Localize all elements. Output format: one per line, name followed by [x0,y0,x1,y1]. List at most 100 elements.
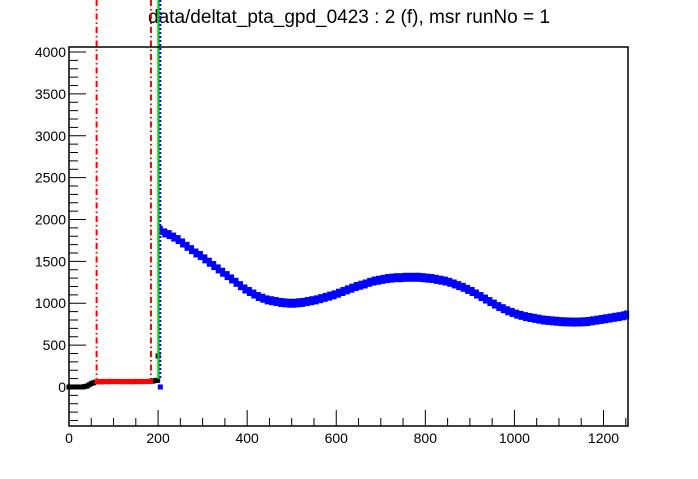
data-point [425,273,431,283]
data-point [500,304,506,314]
data-point [540,315,546,325]
data-point [255,292,261,302]
data-point [380,274,386,284]
data-point [518,310,524,320]
data-point [327,291,333,301]
x-tick-label: 800 [414,430,438,446]
data-point [624,310,630,320]
data-point [527,312,533,322]
y-tick-label: 3500 [35,86,66,102]
data-point [313,295,319,305]
data-point [335,288,341,298]
data-point [496,302,502,312]
data-point [175,235,181,245]
data-point [322,292,328,302]
data-point [474,289,480,299]
data-point [621,311,627,321]
data-point [487,297,493,307]
data-point [295,298,301,308]
data-point [469,287,475,297]
x-tick-label: 400 [235,430,259,446]
data-point [589,316,595,326]
data-point [237,281,243,291]
data-point [162,228,168,238]
y-tick-label: 2000 [35,212,66,228]
data-point [598,314,604,324]
data-point [157,225,163,235]
data-point [148,378,154,384]
data-point [273,297,279,307]
data-point [180,238,186,248]
data-point [402,272,408,282]
data-point [429,274,435,284]
data-point [482,294,488,304]
data-point [286,298,292,308]
data-point [229,274,235,284]
data-point [585,316,591,326]
data-point [202,254,208,264]
data-point [251,289,257,299]
y-tick-label: 500 [43,337,67,353]
data-point [478,292,484,302]
data-point [442,276,448,286]
data-point [536,314,542,324]
y-tick-label: 4000 [35,44,66,60]
data-point [220,267,226,277]
data-point [269,296,275,306]
data-point [505,306,511,316]
data-point [358,280,364,290]
x-tick-label: 200 [146,430,170,446]
data-point [282,298,288,308]
data-point [523,312,529,322]
data-point [367,277,373,287]
data-point [340,287,346,297]
data-point [411,272,417,282]
y-tick-label: 2500 [35,170,66,186]
data-point [572,317,578,327]
data-point [242,284,248,294]
data-point [166,230,172,240]
data-point [509,307,515,317]
data-point [491,299,497,309]
data-point [362,279,368,289]
data-point [264,295,270,305]
data-point [612,312,618,322]
data-point [260,293,266,303]
data-point [460,282,466,292]
data-point [309,296,315,306]
data-point [398,273,404,283]
y-tick-label: 3000 [35,128,66,144]
plot-frame [68,46,629,427]
data-point [558,317,564,327]
data-point [318,294,324,304]
data-point [304,297,310,307]
data-point [514,309,520,319]
vertical-markers [95,0,162,379]
y-tick-label: 1000 [35,295,66,311]
data-point [384,274,390,284]
data-point [407,272,413,282]
data-point [331,290,337,300]
data-point [554,316,560,326]
data-point [416,272,422,282]
data-point [393,273,399,283]
data-point [576,317,582,327]
data-point [233,277,239,287]
x-tick-label: 600 [325,430,349,446]
data-point [438,275,444,285]
data-point [607,313,613,323]
data-point [157,384,163,390]
axes: 0 200 400 600 800 1000 1200 0 500 1000 1500 2000 250… [35,44,627,446]
data-point [188,245,194,255]
data-point [451,279,457,289]
data-point [433,274,439,284]
x-tick-label: 0 [65,430,73,446]
data-point [353,281,359,291]
data-point [300,297,306,307]
x-tick-label: 1000 [499,430,530,446]
data-point [616,312,622,322]
data-point [447,277,453,287]
data-point [184,241,190,251]
data-point [389,273,395,283]
